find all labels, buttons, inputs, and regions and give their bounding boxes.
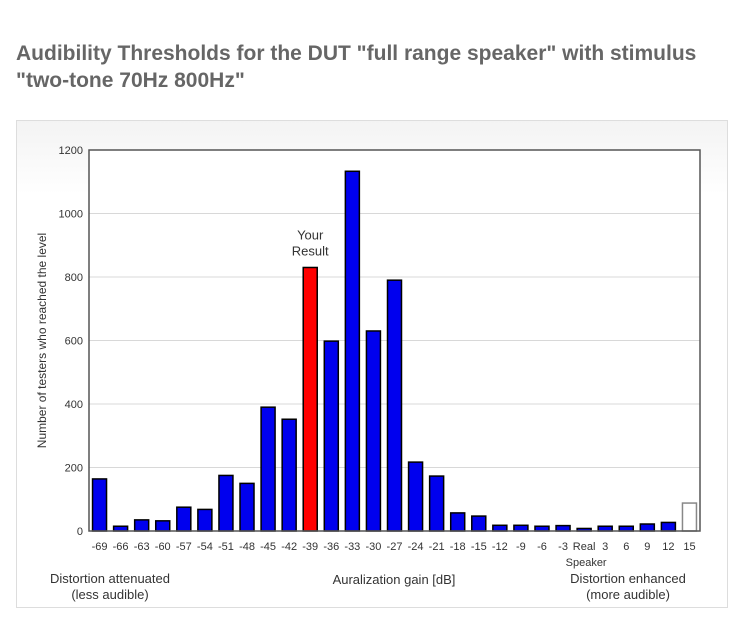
y-tick-label: 400 xyxy=(65,399,83,411)
x-tick-label: -12 xyxy=(492,541,508,553)
right-note-line1: Distortion enhanced xyxy=(570,571,686,586)
y-tick-label: 600 xyxy=(65,336,83,348)
x-tick-label: -69 xyxy=(92,541,108,553)
x-tick-label: -54 xyxy=(197,541,213,553)
right-note-line2: (more audible) xyxy=(586,587,670,602)
your-result-label-line2: Result xyxy=(292,243,329,258)
x-tick-label: -63 xyxy=(134,541,150,553)
y-tick-label: 1200 xyxy=(59,145,83,157)
x-tick-label: Real xyxy=(573,541,596,553)
x-tick-label: -51 xyxy=(218,541,234,553)
bar xyxy=(197,508,213,532)
x-tick-label-line2: Speaker xyxy=(566,557,607,569)
bar xyxy=(281,418,297,532)
y-tick-label: 800 xyxy=(65,272,83,284)
left-note-line1: Distortion attenuated xyxy=(50,571,170,586)
x-tick-label: -36 xyxy=(323,541,339,553)
your-result-label-line1: Your xyxy=(297,227,324,242)
bar xyxy=(492,524,508,532)
bar xyxy=(639,523,656,532)
x-tick-label: -6 xyxy=(537,541,547,553)
plot-border xyxy=(88,149,701,532)
bar xyxy=(302,266,318,532)
bar xyxy=(513,524,529,532)
bar xyxy=(154,520,171,532)
x-tick-label: -21 xyxy=(429,541,445,553)
bar xyxy=(471,515,487,532)
y-tick-label: 0 xyxy=(77,526,83,538)
left-note: Distortion attenuated (less audible) xyxy=(30,571,190,603)
bar xyxy=(239,482,255,532)
x-tick-label: -39 xyxy=(302,541,318,553)
x-tick-label: 9 xyxy=(644,541,650,553)
y-tick-label: 200 xyxy=(65,463,83,475)
x-tick-label: -30 xyxy=(365,541,381,553)
x-tick-label: -60 xyxy=(155,541,171,553)
bar xyxy=(681,502,698,532)
x-tick-label: -24 xyxy=(408,541,424,553)
bar xyxy=(133,519,150,532)
right-note: Distortion enhanced (more audible) xyxy=(548,571,708,603)
x-tick-label: -57 xyxy=(176,541,192,553)
x-axis-label: Auralization gain [dB] xyxy=(332,572,456,587)
bar xyxy=(260,406,276,532)
bar xyxy=(407,461,424,532)
bar xyxy=(323,340,340,532)
page-title: Audibility Thresholds for the DUT "full … xyxy=(16,42,697,92)
bar xyxy=(428,475,445,532)
x-tick-label: -15 xyxy=(471,541,487,553)
bar xyxy=(91,478,108,532)
bar xyxy=(449,512,466,532)
x-tick-label: -33 xyxy=(344,541,360,553)
x-tick-label: 6 xyxy=(623,541,629,553)
x-tick-label: -3 xyxy=(558,541,568,553)
y-axis-label: Number of testers who reached the level xyxy=(35,233,49,448)
x-tick-label: -66 xyxy=(113,541,129,553)
x-tick-label: -48 xyxy=(239,541,255,553)
x-tick-label: -18 xyxy=(450,541,466,553)
bar xyxy=(365,330,382,532)
left-note-line2: (less audible) xyxy=(71,587,149,602)
x-tick-label: 15 xyxy=(683,541,695,553)
x-tick-label: -27 xyxy=(387,541,403,553)
x-tick-label: 12 xyxy=(662,541,674,553)
bar xyxy=(386,279,403,532)
bar xyxy=(555,524,571,532)
bar xyxy=(218,474,234,532)
y-tick-label: 1000 xyxy=(59,209,83,221)
bar xyxy=(660,521,677,532)
x-tick-label: -9 xyxy=(516,541,526,553)
x-tick-label: -42 xyxy=(281,541,297,553)
x-tick-label: -45 xyxy=(260,541,276,553)
x-tick-label: 3 xyxy=(602,541,608,553)
bar xyxy=(344,170,361,532)
bar xyxy=(176,506,192,532)
